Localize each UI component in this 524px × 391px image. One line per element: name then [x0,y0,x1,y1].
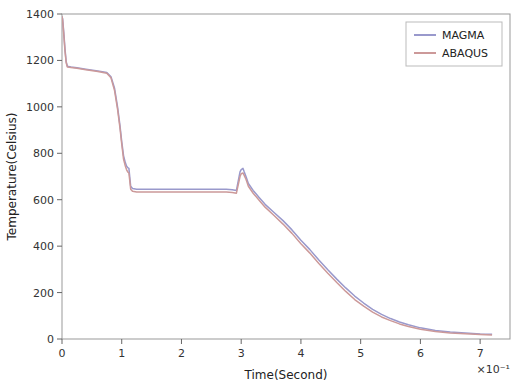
y-tick [57,60,62,61]
legend-swatch [414,34,436,36]
x-tick-label: 7 [477,347,484,360]
y-tick-label: 600 [33,194,54,207]
y-tick-label: 800 [33,147,54,160]
legend-box [406,22,502,66]
x-tick [420,339,421,344]
x-tick [300,339,301,344]
legend: MAGMA ABAQUS [406,22,502,66]
x-tick-label: 1 [118,347,125,360]
x-tick-label: 4 [297,347,304,360]
chart: 0 1 2 3 4 5 6 7 0 200 400 600 800 1000 1200 1400 Time(Se… [0,0,524,391]
y-tick [57,246,62,247]
annotation: ×10⁻¹ [477,363,510,376]
y-tick [57,339,62,340]
legend-label: ABAQUS [442,47,488,60]
y-tick-label: 1000 [26,101,54,114]
y-axis-label: Temperature(Celsius) [5,113,19,242]
x-axis-label: Time(Second) [244,368,328,382]
y-tick-label: 400 [33,240,54,253]
x-tick-label: 3 [238,347,245,360]
y-tick-label: 0 [47,333,54,346]
y-tick-label: 1400 [26,8,54,21]
x-tick-label: 0 [59,347,66,360]
legend-label: MAGMA [442,29,485,42]
y-tick [57,14,62,15]
x-tick [241,339,242,344]
x-tick [121,339,122,344]
y-tick [57,106,62,107]
x-tick-label: 5 [357,347,364,360]
y-tick-label: 1200 [26,54,54,67]
y-tick [57,153,62,154]
x-tick-label: 6 [417,347,424,360]
x-tick [360,339,361,344]
y-tick [57,292,62,293]
y-tick-label: 200 [33,287,54,300]
x-tick-label: 2 [178,347,185,360]
legend-swatch [414,52,436,54]
x-tick [181,339,182,344]
y-tick [57,199,62,200]
x-tick [480,339,481,344]
x-tick [62,339,63,344]
plot-frame [62,14,510,339]
